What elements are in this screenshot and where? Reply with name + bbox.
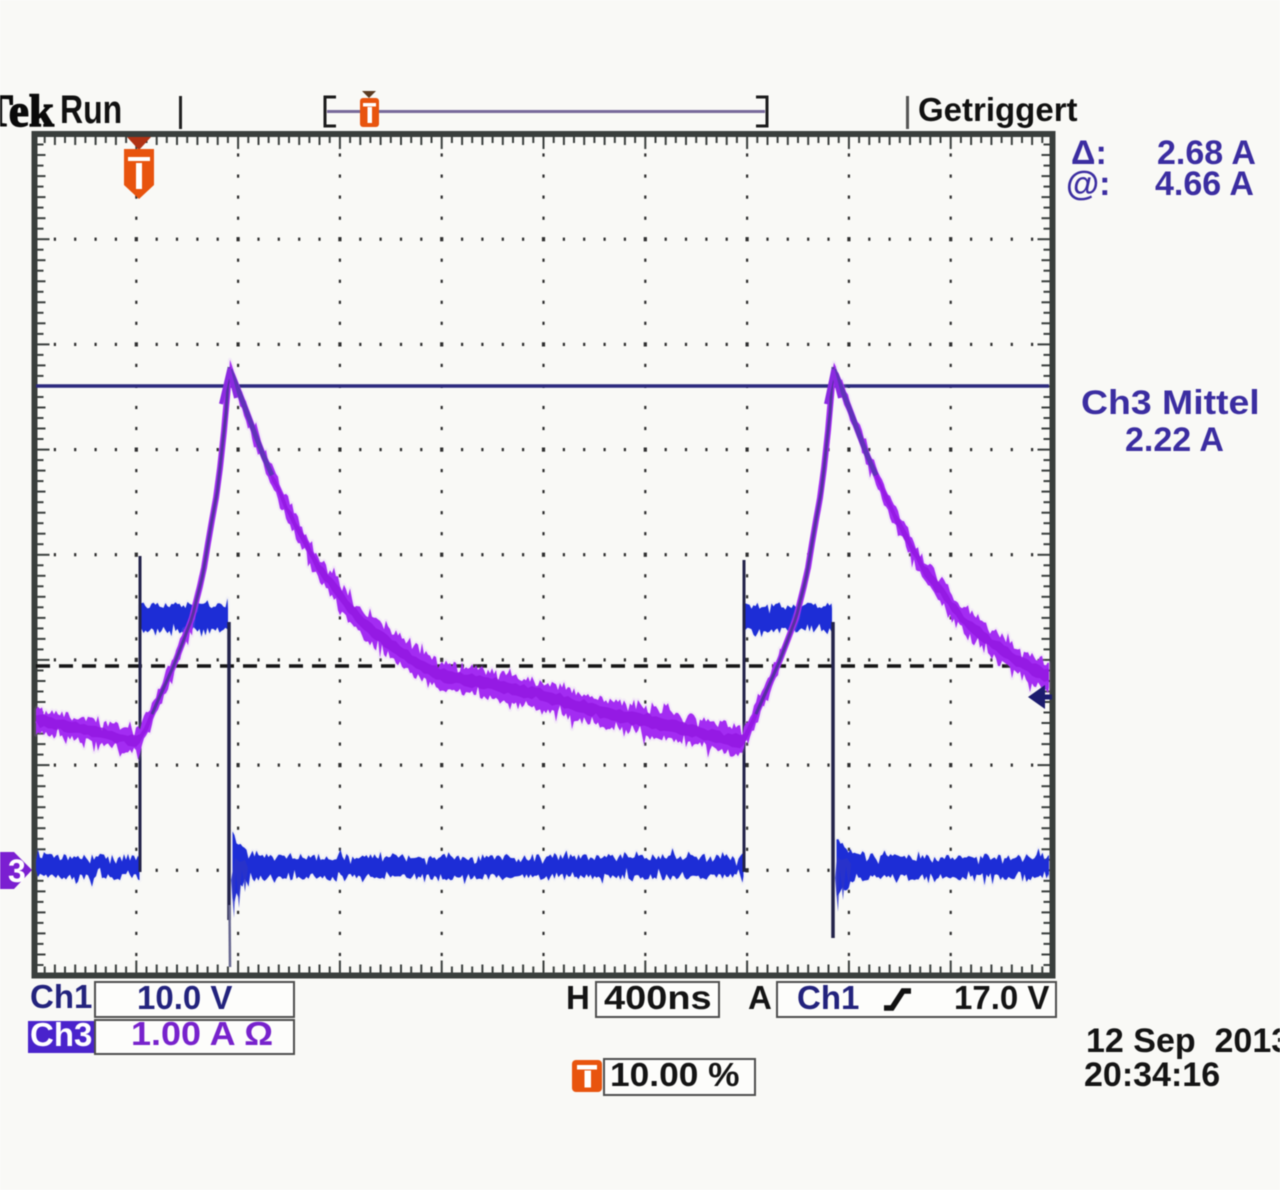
svg-text:3: 3 [8, 853, 26, 889]
